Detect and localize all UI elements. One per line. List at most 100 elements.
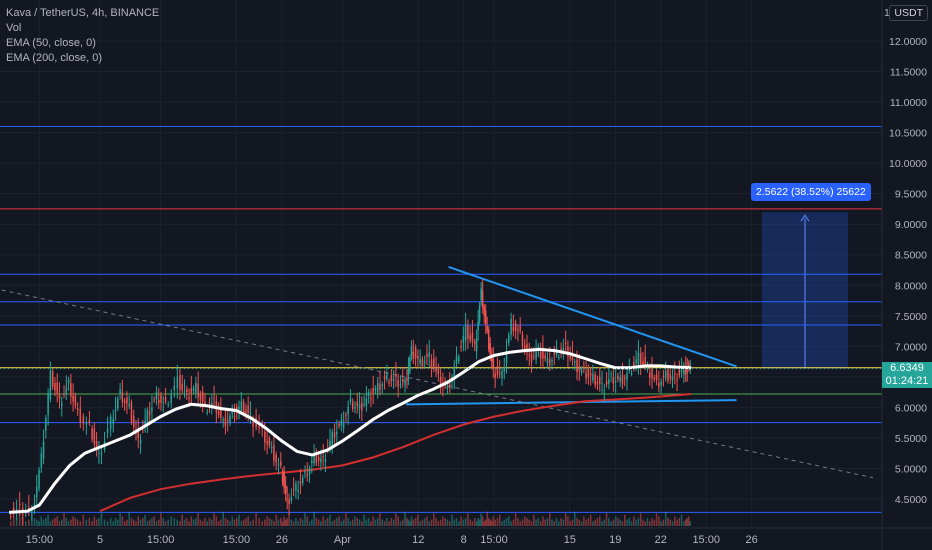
volume-bar (258, 518, 260, 526)
candle-body (404, 379, 406, 385)
candle-body (467, 325, 469, 339)
volume-bar (151, 518, 153, 526)
candle-body (47, 394, 49, 416)
volume-bar (564, 513, 567, 526)
candle-body (473, 341, 476, 344)
volume-bar (501, 521, 503, 526)
volume-bar (222, 511, 224, 526)
candle-body (317, 457, 320, 461)
volume-bar (188, 521, 190, 526)
candle-body (544, 355, 546, 359)
volume-bar (686, 518, 689, 526)
volume-bar (142, 518, 144, 526)
candle-body (608, 379, 610, 384)
candle-body (264, 431, 266, 443)
candle-body (673, 373, 676, 375)
candle-body (471, 332, 474, 342)
volume-bar (70, 519, 72, 526)
volume-bar (464, 518, 467, 526)
volume-bar (24, 521, 27, 526)
volume-bar (295, 518, 297, 526)
candle-body (112, 418, 115, 425)
volume-bar (603, 519, 606, 526)
candle-body (437, 366, 440, 374)
last-price-label: 6.6349 01:24:21 (882, 362, 932, 388)
volume-bar (451, 514, 453, 526)
volume-bar (331, 521, 334, 526)
volume-bar (551, 519, 553, 526)
candle-body (188, 397, 190, 400)
volume-bar (12, 518, 15, 526)
candle-body (374, 388, 377, 391)
candle-body (345, 414, 347, 416)
candle-body (324, 459, 327, 462)
currency-selector[interactable]: USDT (889, 5, 928, 21)
candle-body (521, 334, 524, 347)
trendline-2 (0, 289, 874, 479)
volume-bar (231, 516, 234, 526)
candle-body (252, 421, 254, 427)
volume-bar (164, 521, 167, 526)
candle-body (304, 471, 306, 473)
candle-body (106, 428, 109, 434)
candle-body (446, 386, 449, 389)
volume-bar (45, 518, 47, 526)
y-tick-label: 8.0000 (895, 280, 927, 292)
volume-bar (98, 518, 100, 526)
candle-body (688, 363, 690, 369)
volume-bar (637, 518, 640, 526)
candle-body (578, 366, 581, 371)
volume-bar (292, 521, 295, 526)
volume-bar (123, 521, 126, 526)
candle-body (137, 430, 140, 438)
candle-body (195, 382, 197, 394)
candle-body (226, 420, 229, 422)
y-tick-label: 7.0000 (895, 341, 927, 353)
candle-body (224, 417, 227, 427)
volume-bar (585, 519, 587, 526)
candle-body (642, 360, 644, 365)
candle-body (592, 373, 594, 381)
candle-body (594, 374, 596, 386)
candle-body (372, 388, 374, 394)
candle-body (93, 428, 96, 445)
candle-body (576, 359, 578, 373)
y-tick-label: 10.0000 (889, 158, 927, 170)
candle-body (528, 354, 531, 356)
candle-body (157, 400, 160, 404)
volume-bar (388, 521, 390, 526)
volume-bar (491, 521, 493, 526)
volume-bar (462, 519, 465, 526)
candle-body (148, 411, 151, 416)
candle-body (144, 420, 146, 428)
candle-body (426, 353, 428, 358)
volume-bar (54, 518, 56, 526)
candle-body (74, 395, 77, 406)
volume-bar (430, 519, 433, 526)
volume-bar (204, 518, 206, 526)
y-tick-label: 10.5000 (889, 128, 927, 140)
volume-bar (211, 519, 213, 526)
candle-body (583, 366, 585, 368)
candle-body (658, 382, 660, 387)
volume-bar (144, 514, 146, 526)
candle-body (395, 374, 397, 377)
candle-body (329, 440, 331, 448)
candle-body (505, 350, 508, 364)
candle-body (392, 379, 395, 381)
volume-bar (571, 519, 574, 526)
volume-bar (358, 519, 361, 526)
measure-label: 2.5622 (38.52%) 25622 (751, 183, 871, 201)
candle-body (72, 395, 74, 402)
volume-bar (270, 519, 273, 526)
x-tick-label: 26 (746, 534, 758, 546)
ema50-line (9, 347, 692, 514)
volume-bar (76, 519, 79, 526)
volume-bar (605, 513, 608, 526)
candle-body (363, 404, 365, 406)
volume-bar (275, 514, 277, 526)
candle-body (412, 351, 415, 359)
volume-bar (126, 519, 128, 526)
candle-body (603, 389, 606, 391)
